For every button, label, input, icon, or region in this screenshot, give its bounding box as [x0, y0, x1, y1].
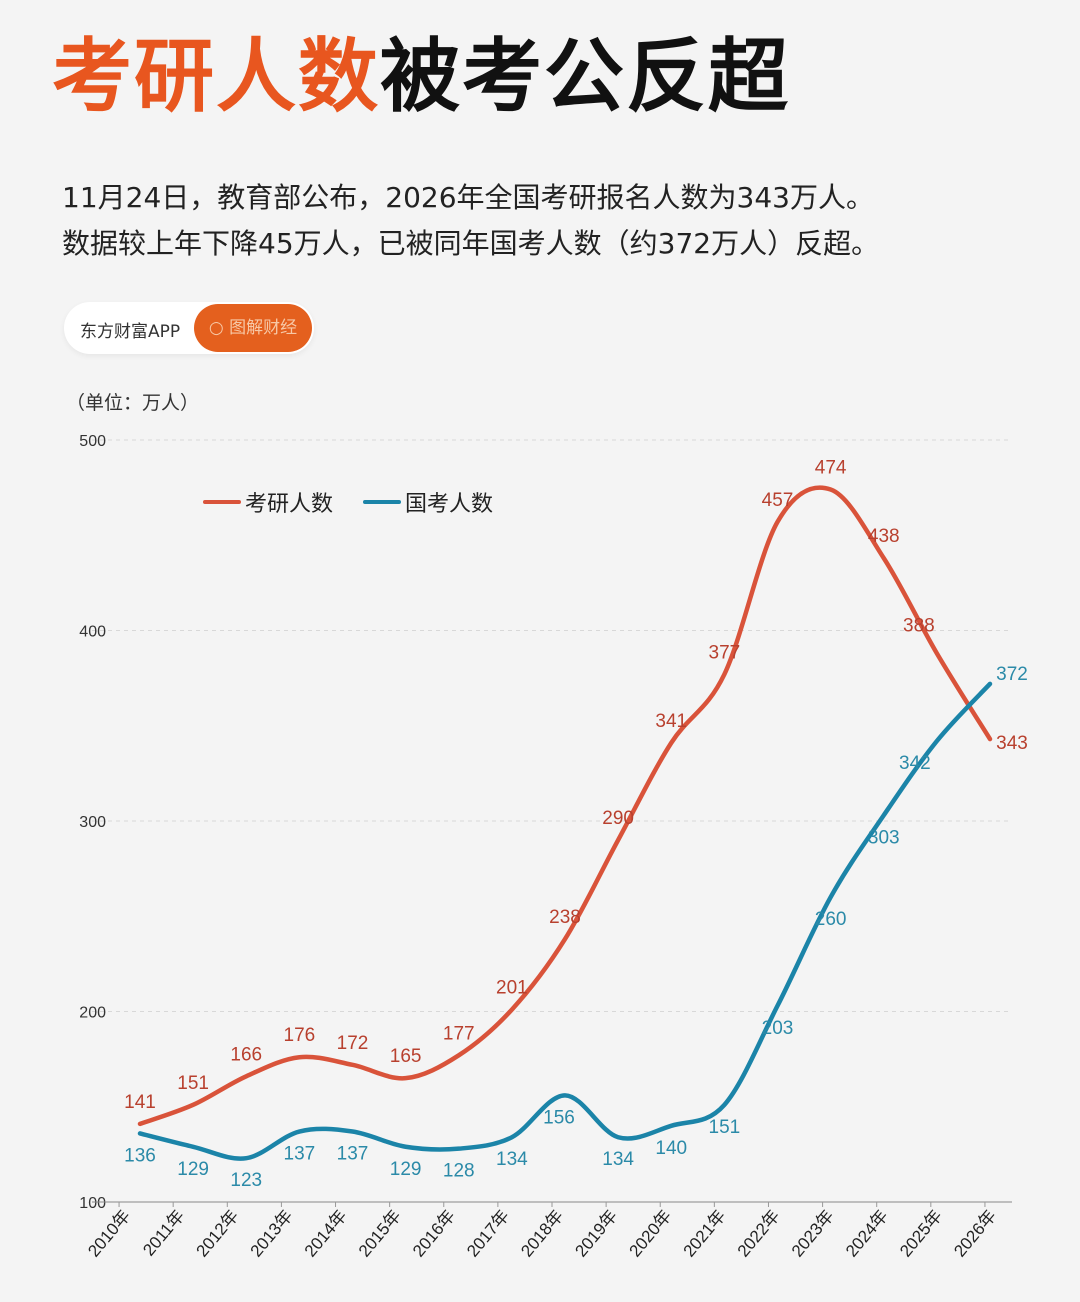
- data-label: 128: [443, 1161, 475, 1182]
- page-title: 考研人数被考公反超: [52, 22, 790, 132]
- data-label: 156: [543, 1107, 575, 1128]
- data-label: 341: [655, 711, 687, 732]
- x-tick-label: 2012年: [193, 1206, 243, 1260]
- data-label: 203: [762, 1018, 794, 1039]
- data-label: 238: [549, 907, 581, 928]
- y-tick-label: 400: [79, 624, 106, 641]
- x-tick-label: 2020年: [626, 1206, 676, 1260]
- brand-name: 东方财富APP: [80, 322, 181, 342]
- guokao-line: [137, 681, 993, 1161]
- y-tick-label: 300: [79, 814, 106, 831]
- data-label: 388: [903, 615, 935, 636]
- kaoyan-line: [137, 485, 993, 1127]
- brand-button-label: 图解财经: [229, 318, 298, 338]
- data-label: 260: [815, 909, 847, 930]
- data-label: 474: [815, 458, 847, 479]
- x-tick-label: 2010年: [84, 1206, 134, 1260]
- data-label: 438: [868, 526, 900, 547]
- x-tick-label: 2014年: [301, 1206, 351, 1260]
- y-tick-label: 500: [79, 433, 106, 450]
- data-label: 140: [655, 1138, 687, 1159]
- legend-label: 考研人数: [245, 492, 333, 517]
- data-label: 129: [390, 1159, 422, 1180]
- subtitle-line-1: 11月24日，教育部公布，2026年全国考研报名人数为343万人。: [62, 181, 874, 214]
- data-label: 377: [709, 642, 741, 663]
- x-tick-label: 2023年: [788, 1206, 838, 1260]
- data-label: 123: [230, 1170, 262, 1191]
- x-tick-label: 2019年: [571, 1206, 621, 1260]
- data-label: 342: [899, 753, 931, 774]
- x-tick-label: 2025年: [896, 1206, 946, 1260]
- data-label: 137: [337, 1144, 369, 1165]
- brand-badge: 东方财富APP ○ 图解财经: [64, 302, 314, 354]
- data-label: 457: [762, 490, 794, 511]
- x-tick-label: 2017年: [463, 1206, 513, 1260]
- data-label: 172: [337, 1033, 369, 1054]
- data-label: 137: [284, 1144, 316, 1165]
- x-tick-label: 2016年: [409, 1206, 459, 1260]
- unit-label: （单位：万人）: [66, 392, 200, 414]
- data-label: 129: [177, 1159, 209, 1180]
- data-label: 343: [996, 733, 1028, 754]
- data-label: 201: [496, 978, 528, 999]
- x-tick-label: 2026年: [950, 1206, 1000, 1260]
- x-tick-label: 2024年: [842, 1206, 892, 1260]
- data-label: 176: [284, 1025, 316, 1046]
- data-label: 177: [443, 1023, 475, 1044]
- x-tick-label: 2018年: [517, 1206, 567, 1260]
- x-tick-label: 2015年: [355, 1206, 405, 1260]
- search-icon: ○: [208, 318, 230, 338]
- legend-label: 国考人数: [405, 492, 493, 517]
- data-label: 303: [868, 827, 900, 848]
- data-label: 141: [124, 1092, 156, 1113]
- y-tick-label: 100: [79, 1195, 106, 1212]
- x-tick-label: 2013年: [247, 1206, 297, 1260]
- x-tick-label: 2022年: [734, 1206, 784, 1260]
- data-label: 151: [709, 1117, 741, 1138]
- data-label: 290: [602, 808, 634, 829]
- title-rest: 被考公反超: [380, 30, 790, 123]
- x-tick-label: 2021年: [680, 1206, 730, 1260]
- data-label: 136: [124, 1145, 156, 1166]
- data-label: 134: [496, 1149, 528, 1170]
- title-highlight: 考研人数: [52, 30, 380, 123]
- data-label: 151: [177, 1073, 209, 1094]
- data-label: 166: [230, 1044, 262, 1065]
- subtitle-line-2: 数据较上年下降45万人，已被同年国考人数（约372万人）反超。: [62, 227, 880, 260]
- data-label: 372: [996, 664, 1028, 685]
- x-tick-label: 2011年: [139, 1206, 188, 1259]
- y-tick-label: 200: [79, 1005, 106, 1022]
- brand-button[interactable]: ○ 图解财经: [194, 304, 312, 352]
- data-label: 134: [602, 1149, 634, 1170]
- data-label: 165: [390, 1046, 422, 1067]
